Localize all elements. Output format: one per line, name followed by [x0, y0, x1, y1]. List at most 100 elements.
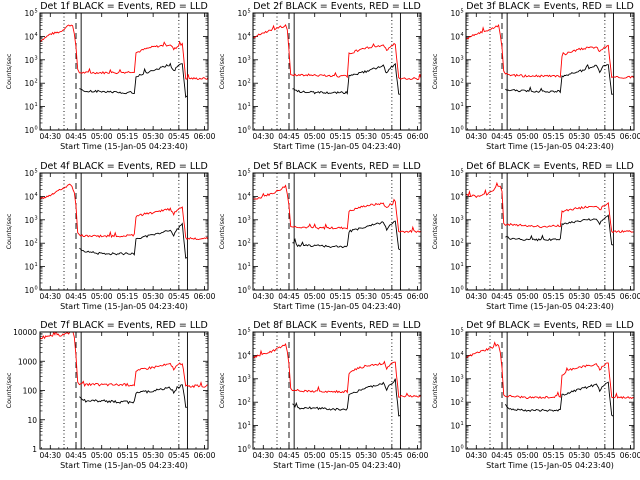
events-series-line	[292, 220, 401, 251]
y-tick-exponent: 2	[35, 239, 38, 245]
plot-frame	[465, 12, 635, 131]
x-tick-label: 06:00	[407, 292, 429, 301]
events-series-line	[292, 378, 401, 417]
y-tick-exponent: 1	[35, 102, 38, 108]
x-tick-label: 05:30	[142, 132, 164, 141]
x-tick-label: 05:30	[568, 451, 590, 460]
plot-frame	[252, 12, 422, 131]
y-tick-label: 10	[237, 286, 247, 295]
x-axis-label: Start Time (15-Jan-05 04:23:40)	[60, 302, 188, 311]
y-tick-exponent: 2	[461, 239, 464, 245]
y-tick-label: 10	[24, 286, 34, 295]
y-tick-label: 10	[450, 56, 460, 65]
plot-frame	[39, 331, 209, 450]
y-tick-exponent: 1	[248, 421, 251, 427]
y-tick-exponent: 5	[248, 169, 251, 175]
y-tick-label: 10	[450, 263, 460, 272]
chart-panel-8: Det 8f BLACK = Events, RED = LLD Counts/s…	[218, 320, 429, 470]
y-tick-exponent: 0	[35, 126, 38, 132]
y-tick-label: 10	[450, 445, 460, 454]
x-tick-label: 05:45	[381, 292, 403, 301]
x-axis-label: Start Time (15-Jan-05 04:23:40)	[486, 142, 614, 151]
x-tick-label: 05:00	[517, 292, 539, 301]
y-tick-label: 10	[24, 79, 34, 88]
y-tick-exponent: 3	[35, 55, 38, 61]
x-axis-label: Start Time (15-Jan-05 04:23:40)	[486, 461, 614, 470]
x-tick-label: 06:00	[407, 451, 429, 460]
y-tick-exponent: 0	[248, 445, 251, 451]
y-tick-label: 10	[450, 169, 460, 178]
y-tick-exponent: 1	[461, 262, 464, 268]
x-tick-label: 05:00	[517, 132, 539, 141]
y-tick-exponent: 4	[248, 192, 251, 198]
chart-title: Det 7f BLACK = Events, RED = LLD	[40, 320, 208, 331]
y-tick-label: 10	[24, 126, 34, 135]
chart-panel-2: Det 2f BLACK = Events, RED = LLD Counts/s…	[218, 1, 429, 151]
y-tick-label: 1000	[18, 357, 37, 366]
y-tick-exponent: 2	[248, 398, 251, 404]
y-axis-label: Counts/sec	[5, 372, 13, 408]
y-tick-exponent: 3	[248, 374, 251, 380]
x-tick-label: 05:30	[355, 451, 377, 460]
x-tick-label: 04:45	[278, 132, 300, 141]
x-tick-label: 05:30	[142, 451, 164, 460]
events-series-line	[505, 381, 614, 417]
lld-series-line	[253, 342, 421, 398]
lld-series-line	[466, 181, 634, 234]
y-tick-exponent: 5	[461, 9, 464, 15]
x-tick-label: 04:30	[465, 132, 487, 141]
y-tick-label: 10	[237, 169, 247, 178]
chart-panel-9: Det 9f BLACK = Events, RED = LLD Counts/s…	[431, 320, 640, 470]
y-tick-label: 10	[450, 375, 460, 384]
events-series-line	[292, 62, 401, 95]
x-tick-label: 04:30	[39, 292, 61, 301]
chart-title: Det 6f BLACK = Events, RED = LLD	[466, 161, 634, 172]
chart-title: Det 3f BLACK = Events, RED = LLD	[466, 1, 634, 12]
x-tick-label: 04:45	[65, 292, 87, 301]
y-tick-exponent: 5	[248, 9, 251, 15]
y-tick-exponent: 4	[35, 32, 38, 38]
y-tick-label: 10	[24, 103, 34, 112]
x-tick-label: 05:15	[543, 292, 565, 301]
y-tick-exponent: 4	[461, 351, 464, 357]
x-tick-label: 04:30	[39, 451, 61, 460]
y-tick-label: 10	[24, 56, 34, 65]
x-tick-label: 05:45	[594, 451, 616, 460]
x-tick-label: 04:45	[278, 292, 300, 301]
lld-series-line	[40, 24, 208, 80]
y-tick-exponent: 1	[248, 102, 251, 108]
chart-title: Det 9f BLACK = Events, RED = LLD	[466, 320, 634, 331]
y-tick-exponent: 4	[461, 32, 464, 38]
y-tick-label: 100	[23, 387, 38, 396]
x-tick-label: 06:00	[194, 132, 216, 141]
x-axis-label: Start Time (15-Jan-05 04:23:40)	[60, 461, 188, 470]
x-tick-label: 05:00	[517, 451, 539, 460]
y-tick-exponent: 1	[35, 262, 38, 268]
x-tick-label: 05:15	[117, 451, 139, 460]
y-tick-exponent: 2	[461, 79, 464, 85]
y-tick-label: 10	[237, 351, 247, 360]
y-tick-label: 10	[237, 32, 247, 41]
y-tick-label: 10	[237, 9, 247, 18]
lld-series-line	[466, 24, 634, 79]
y-tick-label: 10	[24, 192, 34, 201]
x-tick-label: 04:45	[65, 451, 87, 460]
y-tick-label: 10	[237, 398, 247, 407]
x-tick-label: 05:15	[330, 292, 352, 301]
plot-frame	[252, 331, 422, 450]
x-tick-label: 05:15	[330, 132, 352, 141]
y-tick-label: 10	[24, 239, 34, 248]
y-tick-label: 10	[237, 263, 247, 272]
y-tick-label: 10	[24, 32, 34, 41]
x-axis-label: Start Time (15-Jan-05 04:23:40)	[273, 302, 401, 311]
y-tick-exponent: 3	[35, 215, 38, 221]
plot-frame	[39, 12, 209, 131]
y-tick-exponent: 1	[461, 421, 464, 427]
y-tick-exponent: 5	[248, 328, 251, 334]
y-tick-label: 10	[237, 422, 247, 431]
x-tick-label: 04:45	[491, 292, 513, 301]
chart-title: Det 1f BLACK = Events, RED = LLD	[40, 1, 208, 12]
lld-series-line	[40, 183, 208, 241]
x-tick-label: 05:30	[142, 292, 164, 301]
